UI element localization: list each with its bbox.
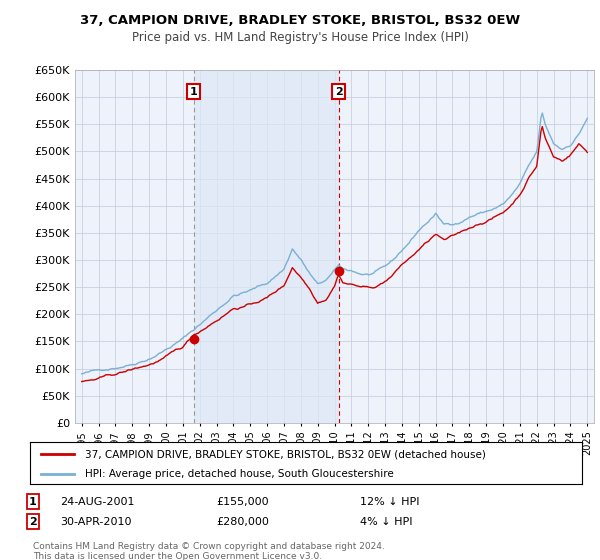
Text: 2: 2	[335, 87, 343, 97]
Text: £155,000: £155,000	[216, 497, 269, 507]
Text: £280,000: £280,000	[216, 517, 269, 527]
Text: Price paid vs. HM Land Registry's House Price Index (HPI): Price paid vs. HM Land Registry's House …	[131, 31, 469, 44]
Bar	[194, 70, 339, 423]
Text: 1: 1	[29, 497, 37, 507]
Text: 37, CAMPION DRIVE, BRADLEY STOKE, BRISTOL, BS32 0EW (detached house): 37, CAMPION DRIVE, BRADLEY STOKE, BRISTO…	[85, 449, 486, 459]
Text: Contains HM Land Registry data © Crown copyright and database right 2024.
This d: Contains HM Land Registry data © Crown c…	[33, 542, 385, 560]
Text: 30-APR-2010: 30-APR-2010	[60, 517, 131, 527]
Text: 2: 2	[29, 517, 37, 527]
Text: 1: 1	[190, 87, 197, 97]
Text: 12% ↓ HPI: 12% ↓ HPI	[360, 497, 419, 507]
Text: HPI: Average price, detached house, South Gloucestershire: HPI: Average price, detached house, Sout…	[85, 469, 394, 479]
Text: 4% ↓ HPI: 4% ↓ HPI	[360, 517, 413, 527]
Text: 37, CAMPION DRIVE, BRADLEY STOKE, BRISTOL, BS32 0EW: 37, CAMPION DRIVE, BRADLEY STOKE, BRISTO…	[80, 14, 520, 27]
Text: 24-AUG-2001: 24-AUG-2001	[60, 497, 134, 507]
